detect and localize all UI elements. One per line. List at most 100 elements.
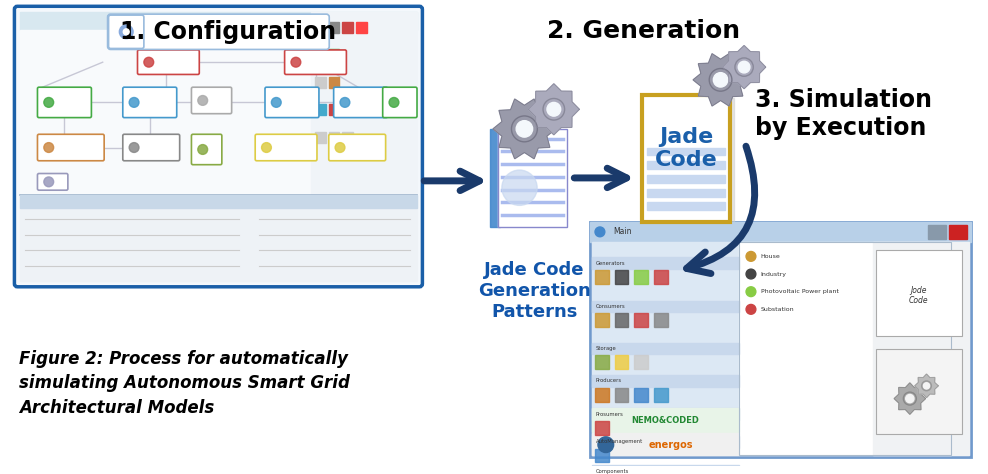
Text: Main: Main: [614, 228, 632, 237]
Bar: [21, 30, 310, 211]
Text: Consumers: Consumers: [596, 304, 625, 309]
Circle shape: [129, 143, 139, 153]
Bar: [615, 388, 628, 401]
Bar: [647, 189, 725, 197]
Text: Prosumers: Prosumers: [596, 412, 623, 417]
Text: 2. Generation: 2. Generation: [547, 19, 740, 43]
Bar: [592, 375, 739, 387]
Bar: [498, 129, 566, 227]
Bar: [595, 388, 609, 401]
Circle shape: [389, 98, 399, 107]
FancyArrowPatch shape: [687, 146, 755, 273]
FancyBboxPatch shape: [123, 87, 177, 118]
Circle shape: [129, 98, 139, 107]
Text: Figure 2: Process for automatically: Figure 2: Process for automatically: [20, 349, 349, 367]
FancyBboxPatch shape: [137, 50, 200, 74]
Circle shape: [124, 29, 129, 35]
FancyBboxPatch shape: [38, 87, 92, 118]
FancyBboxPatch shape: [876, 348, 961, 434]
Circle shape: [746, 269, 756, 279]
Bar: [595, 356, 609, 369]
FancyBboxPatch shape: [265, 87, 319, 118]
FancyBboxPatch shape: [38, 134, 104, 161]
FancyBboxPatch shape: [192, 87, 231, 114]
FancyBboxPatch shape: [192, 134, 222, 164]
FancyBboxPatch shape: [334, 87, 387, 118]
Circle shape: [144, 57, 154, 67]
Circle shape: [43, 177, 53, 187]
Bar: [329, 22, 339, 33]
Text: Producers: Producers: [596, 378, 622, 383]
Bar: [634, 356, 648, 369]
Text: House: House: [761, 254, 781, 259]
Bar: [21, 196, 417, 281]
Circle shape: [502, 170, 537, 205]
Bar: [592, 343, 739, 355]
Bar: [929, 225, 947, 239]
FancyBboxPatch shape: [255, 134, 317, 161]
Bar: [654, 313, 668, 327]
Circle shape: [120, 25, 133, 39]
Bar: [342, 22, 353, 33]
Text: Jade Code
Generation
Patterns: Jade Code Generation Patterns: [478, 261, 591, 321]
Bar: [21, 12, 417, 30]
Text: Jode
Code: Jode Code: [909, 286, 929, 305]
Polygon shape: [490, 129, 505, 227]
Bar: [654, 388, 668, 401]
Polygon shape: [894, 383, 926, 414]
Circle shape: [906, 394, 914, 403]
Circle shape: [746, 304, 756, 314]
Text: Storage: Storage: [596, 346, 617, 351]
Bar: [592, 433, 739, 456]
Bar: [615, 270, 628, 284]
FancyBboxPatch shape: [109, 15, 144, 48]
Bar: [634, 313, 648, 327]
Bar: [595, 448, 609, 462]
Circle shape: [595, 227, 605, 237]
Text: Photovoltaic Power plant: Photovoltaic Power plant: [761, 289, 839, 294]
Bar: [329, 49, 339, 60]
Bar: [739, 242, 951, 456]
Polygon shape: [529, 84, 579, 135]
Bar: [739, 242, 951, 456]
Circle shape: [738, 61, 750, 73]
Circle shape: [198, 96, 207, 105]
Bar: [342, 104, 353, 115]
FancyBboxPatch shape: [590, 222, 970, 457]
FancyBboxPatch shape: [642, 94, 730, 222]
Bar: [595, 313, 609, 327]
Bar: [592, 257, 739, 269]
Text: Architectural Models: Architectural Models: [20, 399, 214, 417]
Circle shape: [746, 252, 756, 261]
Circle shape: [713, 73, 728, 87]
Bar: [356, 22, 367, 33]
Bar: [647, 202, 725, 210]
Bar: [315, 49, 326, 60]
Circle shape: [198, 145, 207, 155]
Bar: [329, 132, 339, 143]
Bar: [315, 77, 326, 88]
Circle shape: [598, 437, 614, 453]
Bar: [592, 409, 739, 432]
Bar: [646, 99, 734, 226]
Bar: [342, 132, 353, 143]
Bar: [595, 270, 609, 284]
FancyBboxPatch shape: [329, 134, 385, 161]
Circle shape: [547, 102, 561, 116]
Bar: [315, 104, 326, 115]
Text: Substation: Substation: [761, 307, 794, 312]
FancyBboxPatch shape: [38, 173, 68, 190]
Bar: [315, 132, 326, 143]
Text: Jade
Code: Jade Code: [655, 127, 717, 170]
Text: simulating Autonomous Smart Grid: simulating Autonomous Smart Grid: [20, 374, 350, 392]
Bar: [647, 161, 725, 169]
Circle shape: [43, 98, 53, 107]
Bar: [595, 421, 609, 435]
FancyBboxPatch shape: [285, 50, 347, 74]
FancyBboxPatch shape: [123, 134, 180, 161]
Circle shape: [924, 383, 930, 389]
Polygon shape: [722, 46, 766, 89]
FancyBboxPatch shape: [15, 6, 423, 287]
Circle shape: [43, 143, 53, 153]
Circle shape: [516, 121, 533, 137]
